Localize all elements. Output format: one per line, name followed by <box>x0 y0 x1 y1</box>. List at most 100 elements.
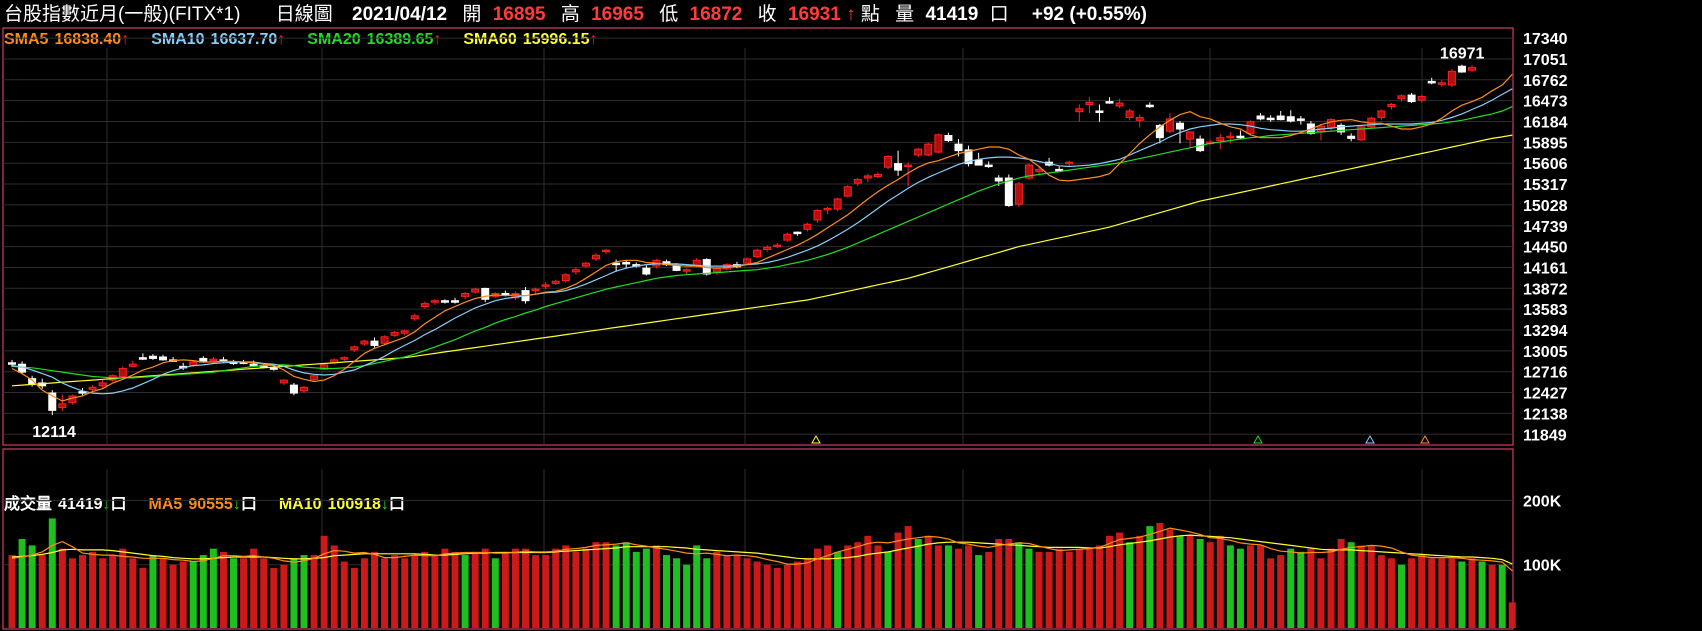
candle-body <box>994 177 1003 182</box>
volume-bar <box>209 548 217 628</box>
volume-bar <box>592 542 600 628</box>
volume-bar <box>793 561 801 628</box>
close-up-arrow-icon: ↑ <box>846 4 856 25</box>
volume-bar <box>340 561 348 628</box>
volume-bar <box>280 564 288 628</box>
volume-bar <box>612 545 620 628</box>
volume-bar <box>58 548 66 628</box>
price-tick-label: 11849 <box>1523 427 1567 444</box>
volume-bar <box>954 548 962 628</box>
candle-body <box>773 244 782 248</box>
volume-bar <box>169 564 177 628</box>
volume-bar <box>572 551 580 628</box>
unit-label: 點 <box>860 4 880 25</box>
price-legend: SMA5 16838.40↑ SMA10 16637.70↑ SMA20 16389.65… <box>4 31 619 49</box>
volume-bar <box>763 564 771 628</box>
candle-body <box>1437 82 1446 85</box>
high-value: 16965 <box>591 4 644 25</box>
volume-bar <box>270 567 278 628</box>
volume-bar <box>552 548 560 628</box>
candle-body <box>289 384 298 394</box>
volume-bar <box>1146 526 1154 628</box>
volume-bar <box>1216 535 1224 628</box>
candle-body <box>934 134 943 153</box>
candle-body <box>1276 115 1285 121</box>
volume-bar <box>1287 548 1295 628</box>
candle-body <box>602 249 611 253</box>
candle-body <box>944 134 953 142</box>
volume-bar <box>1408 558 1416 628</box>
volume-bar <box>944 545 952 628</box>
volume-bar <box>824 545 832 628</box>
volume-bar <box>522 548 530 628</box>
legend-price-sma10: SMA10 16637.70↑ <box>151 31 285 48</box>
candle-body <box>1135 116 1144 121</box>
volume-bar <box>864 535 872 628</box>
up-arrow-icon: ↑ <box>277 31 286 48</box>
low-annotation: 12114 <box>32 424 76 441</box>
volume-bar <box>1418 555 1426 628</box>
legend-price-label: SMA20 <box>307 31 361 48</box>
volume-bar <box>179 561 187 628</box>
candle-body <box>310 375 319 380</box>
candle-body <box>390 331 399 336</box>
volume-bar <box>753 561 761 628</box>
volume-bar <box>602 542 610 628</box>
candle-body <box>1216 137 1225 142</box>
legend-price-sma5: SMA5 16838.40↑ <box>4 31 129 48</box>
candle-body <box>1457 65 1466 73</box>
candle-body <box>1236 135 1245 139</box>
volume-bar <box>1045 551 1053 628</box>
volume-bar <box>1075 548 1083 628</box>
legend-price-label: SMA10 <box>151 31 205 48</box>
volume-bar <box>683 564 691 628</box>
candle-body <box>1095 110 1104 113</box>
candle-body <box>118 368 127 377</box>
volume-bar <box>8 555 16 628</box>
low-value: 16872 <box>689 4 743 25</box>
candle-body <box>501 292 510 296</box>
candle-body <box>8 362 16 365</box>
volume-unit: 口 <box>989 4 1009 25</box>
high-annotation: 16971 <box>1440 46 1485 63</box>
volume-bar <box>119 548 127 628</box>
volume-bar <box>18 539 26 628</box>
volume-bar <box>240 558 248 628</box>
candle-body <box>1145 104 1154 108</box>
volume-ma10-line <box>11 534 1513 565</box>
close-label: 收 <box>757 4 777 25</box>
volume-bar <box>300 555 308 628</box>
price-panel-frame <box>2 27 1514 446</box>
candle-body <box>984 164 993 168</box>
candle-body <box>370 340 379 346</box>
volume-bar <box>622 542 630 628</box>
volume-bar <box>1377 555 1385 628</box>
price-tick-label: 12716 <box>1523 365 1568 382</box>
volume-tick-label: 100K <box>1523 558 1562 575</box>
date-value: 2021/04/12 <box>352 4 448 25</box>
candle-body <box>1105 101 1114 104</box>
volume-bar <box>199 555 207 628</box>
volume-bar <box>985 551 993 628</box>
signal-triangle-icon <box>1253 434 1263 444</box>
candle-body <box>1035 168 1044 173</box>
volume-bar <box>491 558 499 628</box>
chart-header: 台股指數近月(一般)(FITX*1) 日線圖 2021/04/12 開 1689… <box>0 0 1702 30</box>
volume-bar <box>632 551 640 628</box>
candle-body <box>592 254 600 260</box>
volume-bar <box>1277 555 1285 628</box>
candle-body <box>148 355 157 359</box>
price-tick-label: 13872 <box>1523 281 1568 298</box>
volume-bar <box>1196 539 1204 628</box>
candle-body <box>440 300 449 303</box>
candle-body <box>1407 94 1416 103</box>
legend-price-sma20: SMA20 16389.65↑ <box>307 31 441 48</box>
legend-price-value: 16838.40 <box>54 31 122 48</box>
sma20-line <box>11 106 1513 379</box>
candle-body <box>803 223 812 230</box>
candle-body <box>451 300 460 303</box>
signal-triangle-icon <box>1365 434 1375 444</box>
candle-body <box>461 292 470 297</box>
legend-price-label: SMA60 <box>463 31 517 48</box>
